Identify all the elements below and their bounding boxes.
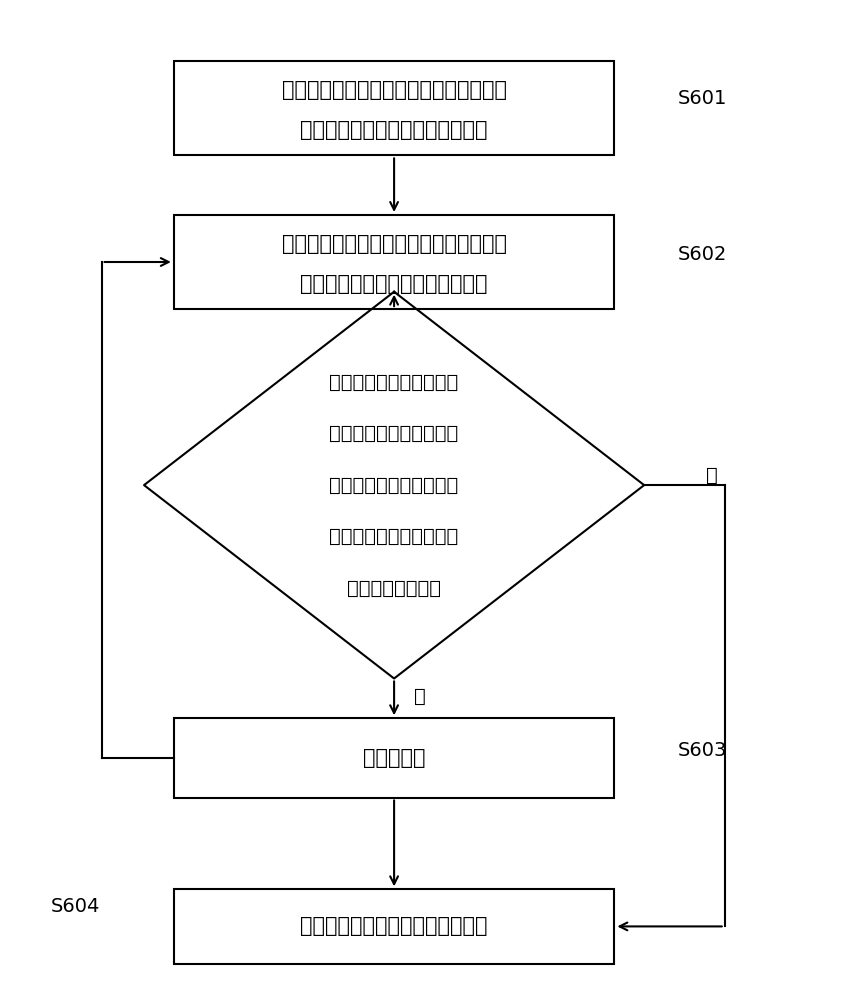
Text: 阶跃响应信号高值区间的: 阶跃响应信号高值区间的 — [330, 424, 459, 443]
Text: 响应信号高值区间: 响应信号高值区间 — [347, 579, 441, 598]
Text: S604: S604 — [51, 897, 100, 916]
Bar — [174, 61, 615, 155]
Text: 对阶跃响应信号低值区间和阶跃响应信号: 对阶跃响应信号低值区间和阶跃响应信号 — [282, 80, 507, 100]
Text: S602: S602 — [678, 245, 728, 264]
Text: 响应信号低值区间或阶跃: 响应信号低值区间或阶跃 — [330, 527, 459, 546]
Text: 采样数据平均值超出阶跃: 采样数据平均值超出阶跃 — [330, 476, 459, 495]
Text: 阶跃响应信号低值区间或: 阶跃响应信号低值区间或 — [330, 372, 459, 391]
Bar — [174, 889, 615, 964]
Text: 高值区间分别采样，获取采样数据: 高值区间分别采样，获取采样数据 — [300, 120, 488, 140]
Text: S603: S603 — [678, 741, 728, 760]
Text: 否: 否 — [706, 466, 718, 485]
Text: 是: 是 — [413, 687, 425, 706]
Text: S601: S601 — [678, 89, 728, 108]
Text: 获取阶跃响应低值和阶跃响应高值: 获取阶跃响应低值和阶跃响应高值 — [300, 916, 488, 936]
Text: 分别对阶跃响应信号低值区间和阶跃响应: 分别对阶跃响应信号低值区间和阶跃响应 — [282, 234, 507, 254]
Bar — [174, 215, 615, 309]
Bar — [174, 718, 615, 798]
Text: 去除异常点: 去除异常点 — [363, 748, 425, 768]
Text: 信号高值区间的采样数据取平均值: 信号高值区间的采样数据取平均值 — [300, 274, 488, 294]
